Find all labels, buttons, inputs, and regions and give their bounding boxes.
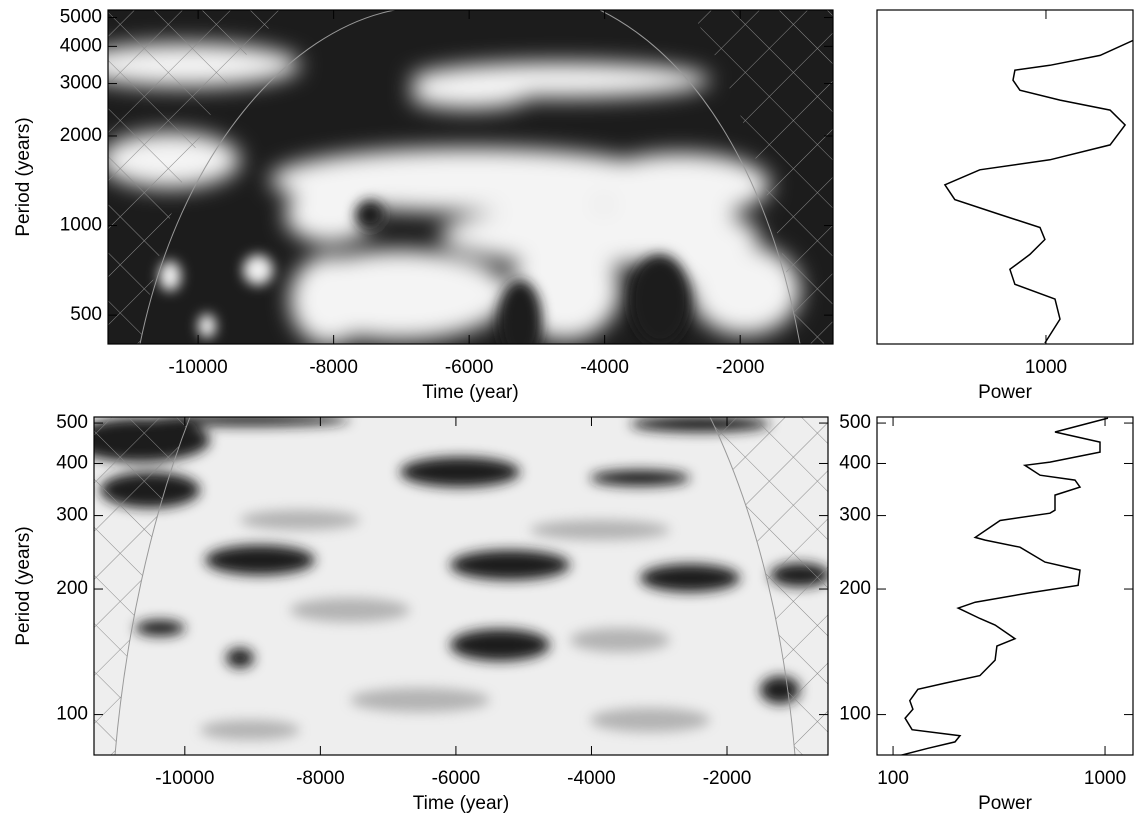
y-tick-label: 200 xyxy=(56,578,88,599)
y-tick-label: 500 xyxy=(839,412,871,433)
power-line xyxy=(943,39,1133,344)
plot-frame xyxy=(93,416,829,756)
y-tick-label: 100 xyxy=(56,704,88,725)
plot-frame xyxy=(876,416,1134,756)
y-tick-label: 400 xyxy=(56,452,88,473)
x-tick-label: -6000 xyxy=(445,357,494,378)
x-axis-label: Power xyxy=(978,793,1033,814)
plot-frame xyxy=(876,9,1134,345)
x-axis-label: Time (year) xyxy=(422,382,518,403)
y-tick-label: 500 xyxy=(56,412,88,433)
wavelet-image xyxy=(94,417,828,755)
x-axis-label: Time (year) xyxy=(413,793,509,814)
y-tick-label: 400 xyxy=(839,452,871,473)
x-tick-label: -8000 xyxy=(296,768,345,789)
y-tick-label: 5000 xyxy=(60,7,102,28)
x-tick-label: 1000 xyxy=(1025,357,1067,378)
y-tick-label: 200 xyxy=(839,578,871,599)
power-line xyxy=(898,417,1109,755)
x-axis-label: Power xyxy=(978,382,1033,403)
y-tick-label: 100 xyxy=(839,704,871,725)
plot-frame xyxy=(107,9,834,345)
y-tick-label: 300 xyxy=(839,505,871,526)
x-tick-label: -6000 xyxy=(432,768,481,789)
y-tick-label: 1000 xyxy=(60,215,102,236)
y-tick-label: 4000 xyxy=(60,35,102,56)
y-tick-label: 300 xyxy=(56,505,88,526)
x-tick-label: -4000 xyxy=(580,357,629,378)
wavelet-image xyxy=(108,10,833,344)
x-tick-label: -2000 xyxy=(716,357,765,378)
x-tick-label: -4000 xyxy=(567,768,616,789)
y-axis-label: Period (years) xyxy=(13,117,34,236)
x-tick-label: -2000 xyxy=(703,768,752,789)
y-tick-label: 3000 xyxy=(60,73,102,94)
x-tick-label: 100 xyxy=(877,768,909,789)
y-tick-label: 500 xyxy=(70,304,102,325)
x-tick-label: -10000 xyxy=(169,357,228,378)
y-tick-label: 2000 xyxy=(60,125,102,146)
y-axis-label: Period (years) xyxy=(13,526,34,645)
x-tick-label: -10000 xyxy=(155,768,214,789)
x-tick-label: -8000 xyxy=(309,357,358,378)
x-tick-label: 1000 xyxy=(1084,768,1126,789)
